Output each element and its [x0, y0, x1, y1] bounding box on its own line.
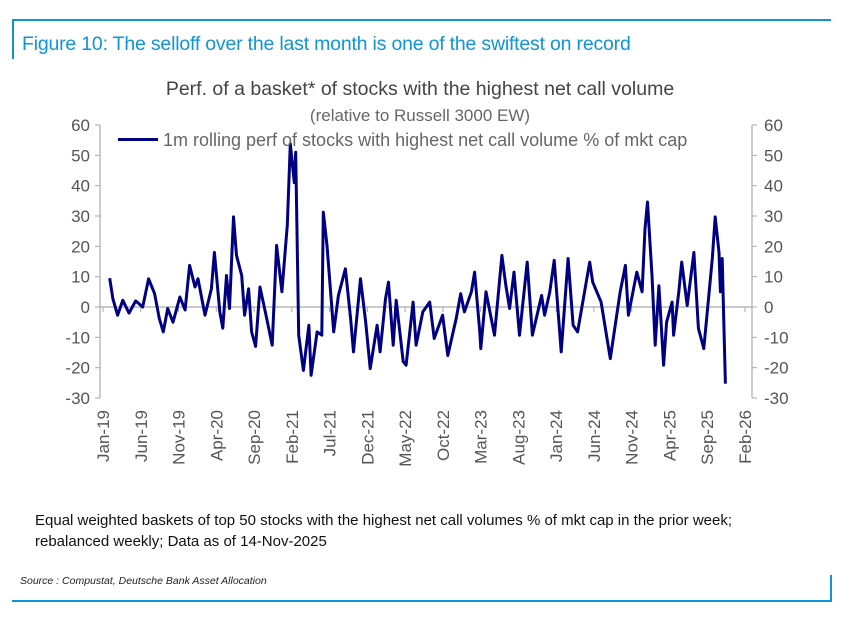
left-y-tick-label: -30 — [65, 389, 90, 408]
x-tick-label: Jun-24 — [585, 410, 604, 462]
figure-title: Figure 10: The selloff over the last mon… — [22, 33, 631, 55]
x-tick-label: Nov-19 — [170, 410, 189, 465]
chart-subtitle: (relative to Russell 3000 EW) — [309, 106, 531, 125]
x-tick-label: Sep-20 — [245, 410, 264, 465]
right-y-tick-label: -10 — [764, 328, 789, 347]
chart-title: Perf. of a basket* of stocks with the hi… — [165, 78, 675, 100]
right-y-tick-label: 10 — [764, 268, 783, 287]
left-y-tick-label: 40 — [71, 177, 90, 196]
legend-swatch — [118, 138, 158, 141]
x-tick-label: Apr-20 — [207, 410, 226, 461]
x-tick-label: Jul-21 — [321, 410, 340, 456]
chart: 60 60 50 50 40 40 30 30 20 20 10 10 0 0 -10 -10 -20 -20 -3… — [65, 116, 789, 467]
right-y-tick-label: 40 — [764, 177, 783, 196]
right-y-tick-label: 20 — [764, 237, 783, 256]
figure-top-rule — [12, 19, 831, 21]
x-tick-label: Mar-23 — [472, 410, 491, 464]
left-y-tick-label: 0 — [81, 298, 90, 317]
x-tick-label: Oct-22 — [434, 410, 453, 461]
left-y-tick-label: 10 — [71, 268, 90, 287]
right-y-tick-label: -30 — [764, 389, 789, 408]
legend-label: 1m rolling perf of stocks with highest n… — [163, 130, 688, 150]
x-tick-label: Dec-21 — [358, 410, 377, 465]
right-y-tick-label: -20 — [764, 359, 789, 378]
left-y-tick-label: 30 — [71, 207, 90, 226]
source-text: Source : Compustat, Deutsche Bank Asset … — [20, 575, 267, 587]
x-tick-label: Jan-24 — [547, 410, 566, 462]
x-tick-label: Feb-21 — [283, 410, 302, 464]
x-tick-label: Feb-26 — [736, 410, 755, 464]
x-tick-label: Sep-25 — [698, 410, 717, 465]
right-y-tick-label: 60 — [764, 116, 783, 135]
x-tick-label: Jan-19 — [94, 410, 113, 462]
figure-bottom-rule — [12, 600, 832, 602]
x-tick-label: Nov-24 — [623, 410, 642, 465]
left-y-tick-label: -10 — [65, 328, 90, 347]
figure-right-rule — [830, 575, 832, 602]
left-y-tick-label: 20 — [71, 237, 90, 256]
left-y-tick-label: 60 — [71, 116, 90, 135]
x-tick-label: Apr-25 — [660, 410, 679, 461]
right-y-tick-label: 50 — [764, 146, 783, 165]
x-tick-label: Jun-19 — [132, 410, 151, 462]
figure-left-rule — [12, 19, 14, 59]
right-y-tick-label: 0 — [764, 298, 773, 317]
right-y-tick-label: 30 — [764, 207, 783, 226]
left-y-tick-label: -20 — [65, 359, 90, 378]
chart-note: Equal weighted baskets of top 50 stocks … — [35, 512, 733, 550]
left-y-tick-label: 50 — [71, 146, 90, 165]
x-tick-label: Aug-23 — [509, 410, 528, 465]
x-tick-label: May-22 — [396, 410, 415, 467]
series-line — [108, 142, 727, 384]
